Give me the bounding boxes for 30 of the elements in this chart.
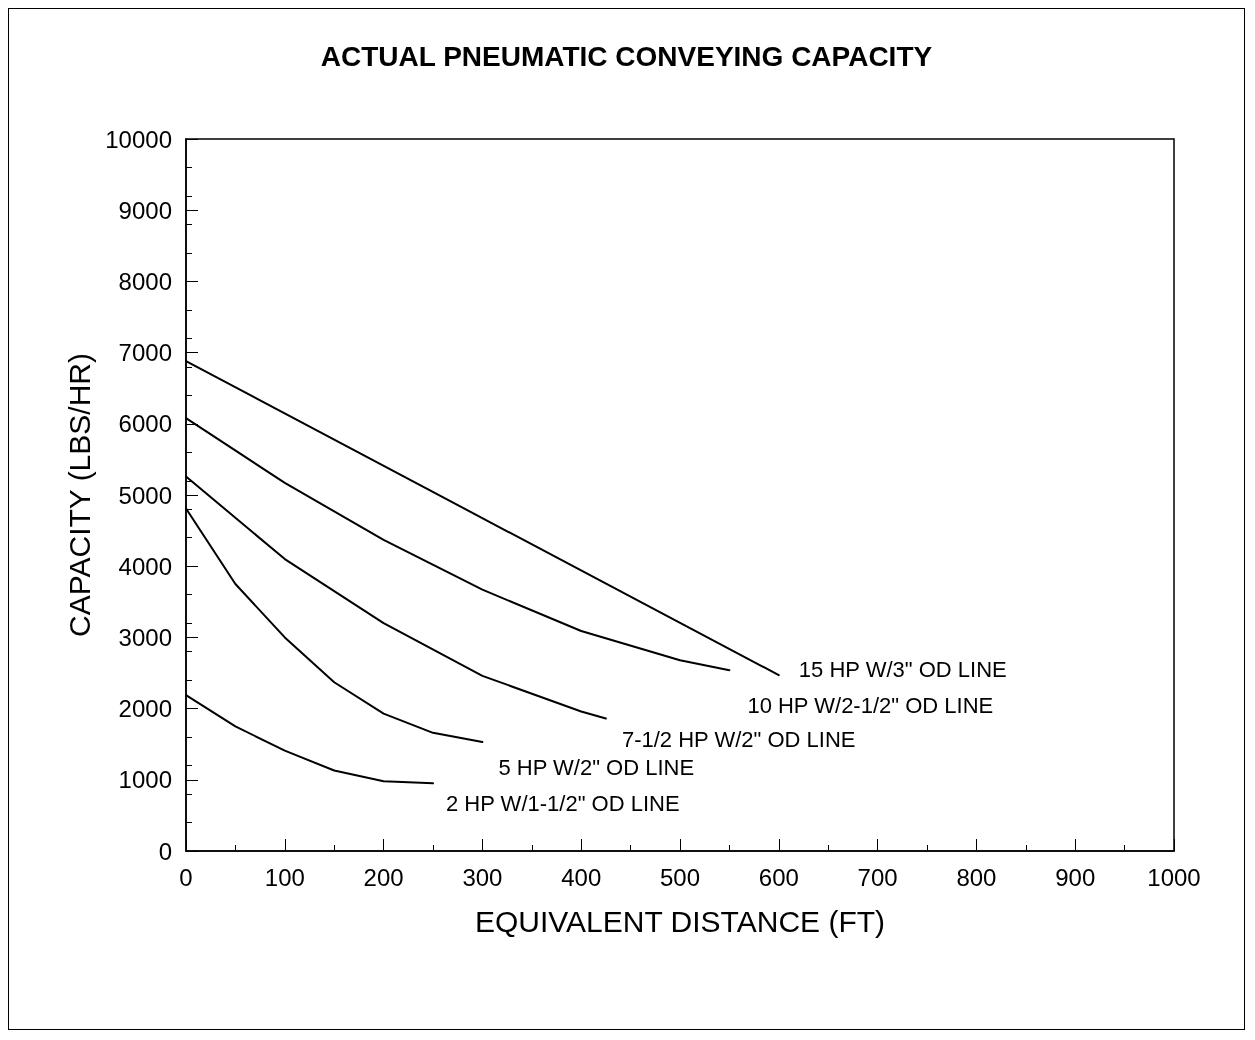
x-tick-label: 900 xyxy=(1055,863,1096,891)
y-tick-label: 10000 xyxy=(105,125,172,153)
series-label: 15 HP W/3" OD LINE xyxy=(798,656,1007,682)
y-tick-label: 1000 xyxy=(118,766,172,794)
x-axis-title: EQUIVALENT DISTANCE (FT) xyxy=(474,904,886,938)
y-axis-title: CAPACITY (LBS/HR) xyxy=(62,353,96,637)
y-tick-label: 3000 xyxy=(118,623,172,651)
x-tick-label: 700 xyxy=(857,863,898,891)
x-tick-label: 0 xyxy=(179,863,193,891)
y-tick-label: 4000 xyxy=(118,552,172,580)
y-tick-label: 5000 xyxy=(118,481,172,509)
series-label: 5 HP W/2" OD LINE xyxy=(498,754,695,780)
x-tick-label: 800 xyxy=(956,863,997,891)
y-tick-label: 0 xyxy=(158,837,172,865)
x-tick-label: 400 xyxy=(561,863,602,891)
y-tick-label: 6000 xyxy=(118,410,172,438)
x-tick-label: 300 xyxy=(462,863,503,891)
chart-title: ACTUAL PNEUMATIC CONVEYING CAPACITY xyxy=(320,40,933,72)
x-tick-label: 600 xyxy=(758,863,799,891)
y-tick-label: 2000 xyxy=(118,695,172,723)
y-tick-label: 7000 xyxy=(118,339,172,367)
series-label: 7-1/2 HP W/2" OD LINE xyxy=(621,727,856,753)
x-tick-label: 100 xyxy=(264,863,305,891)
series-label: 2 HP W/1-1/2" OD LINE xyxy=(446,790,680,816)
y-tick-label: 9000 xyxy=(118,196,172,224)
x-tick-label: 500 xyxy=(659,863,701,891)
series-label: 10 HP W/2-1/2" OD LINE xyxy=(747,692,994,718)
x-tick-label: 1000 xyxy=(1147,863,1201,891)
y-tick-label: 8000 xyxy=(118,267,172,295)
x-tick-label: 200 xyxy=(363,863,404,891)
